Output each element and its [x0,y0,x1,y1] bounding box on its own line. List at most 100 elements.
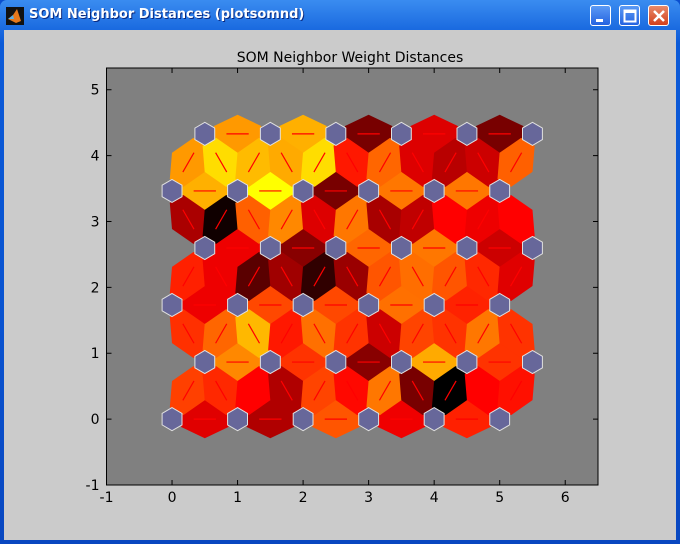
link-line [477,266,490,287]
link-line [509,266,523,287]
link-line [477,209,490,230]
axes-frame [106,67,599,486]
neuron [292,178,314,203]
neuron [358,407,380,432]
link-line [182,152,195,173]
link-line [313,323,326,344]
link-line [411,152,424,173]
link-line [247,152,261,173]
close-button[interactable] [648,5,669,26]
neuron [391,121,412,146]
link-line [346,209,359,230]
link-line [215,266,228,287]
x-tick-label: 5 [495,490,504,506]
neuron [161,178,183,203]
link-line [346,323,359,344]
neuron [456,235,478,261]
neuron [325,235,347,261]
neuron [391,235,412,261]
neuron [227,178,248,203]
link-line [444,152,457,173]
y-tick-label: -1 [86,478,100,494]
neurons [161,121,543,432]
link-line [280,266,293,287]
link-line [215,209,228,230]
link-line [247,323,261,344]
neuron [358,178,380,203]
neuron [227,292,248,318]
neuron [423,292,445,318]
x-tick-label: -1 [100,490,114,506]
minimize-icon [596,19,603,22]
link-line [215,323,228,344]
y-tick-label: 3 [91,214,100,230]
minimize-button[interactable] [590,5,611,26]
maximize-button[interactable] [619,5,640,26]
link-line [477,323,490,344]
link-line [346,266,359,287]
y-tick-label: 5 [91,83,100,99]
link-line [313,209,326,230]
link-line [182,209,195,230]
neuron [325,349,347,375]
link-line [411,323,424,344]
x-tick-label: 3 [364,490,373,506]
x-tick-label: 1 [233,490,242,506]
matlab-icon [6,7,24,25]
link-line [378,323,392,344]
link-line [313,266,326,287]
neuron [194,121,216,146]
link-line [411,380,424,401]
window-title: SOM Neighbor Distances (plotsomnd) [29,7,305,22]
neuron [259,349,281,375]
y-tick-label: 2 [91,280,100,296]
link-line [378,266,392,287]
neuron [522,235,543,261]
link-line [247,266,261,287]
link-line [378,152,392,173]
neuron [194,349,216,375]
neuron [194,235,216,261]
neuron [489,407,511,432]
link-line [444,380,457,401]
x-tick-label: 4 [430,490,439,506]
close-icon [653,10,665,22]
link-line [280,323,293,344]
x-tick-label: 6 [561,490,570,506]
x-tick-label: 2 [299,490,308,506]
link-line [182,266,195,287]
link-line [509,152,523,173]
neuron [161,292,183,318]
ticks: -1 0 1 2 3 4 5 6 -1 0 1 2 3 4 5 [86,68,598,506]
neuron [522,121,543,146]
neuron [391,349,412,375]
link-line [346,152,359,173]
x-tick-label: 0 [168,490,177,506]
neuron [292,292,314,318]
neuron [292,407,314,432]
link-line [215,152,228,173]
y-tick-label: 4 [91,149,100,165]
link-line [411,209,424,230]
link-line [411,266,424,287]
link-line [280,152,293,173]
neuron [522,349,543,375]
title-bar[interactable]: SOM Neighbor Distances (plotsomnd) [0,0,680,30]
link-line [509,209,523,230]
link-line [280,380,293,401]
neuron [423,407,445,432]
link-line [477,380,490,401]
neuron [227,407,248,432]
link-line [477,152,490,173]
neuron [259,235,281,261]
neuron [456,349,478,375]
link-line [444,266,457,287]
link-line [378,209,392,230]
neuron [456,121,478,146]
link-line [215,380,228,401]
link-line [444,323,457,344]
neuron [325,121,347,146]
link-line [346,380,359,401]
neuron [489,178,511,203]
neuron [489,292,511,318]
